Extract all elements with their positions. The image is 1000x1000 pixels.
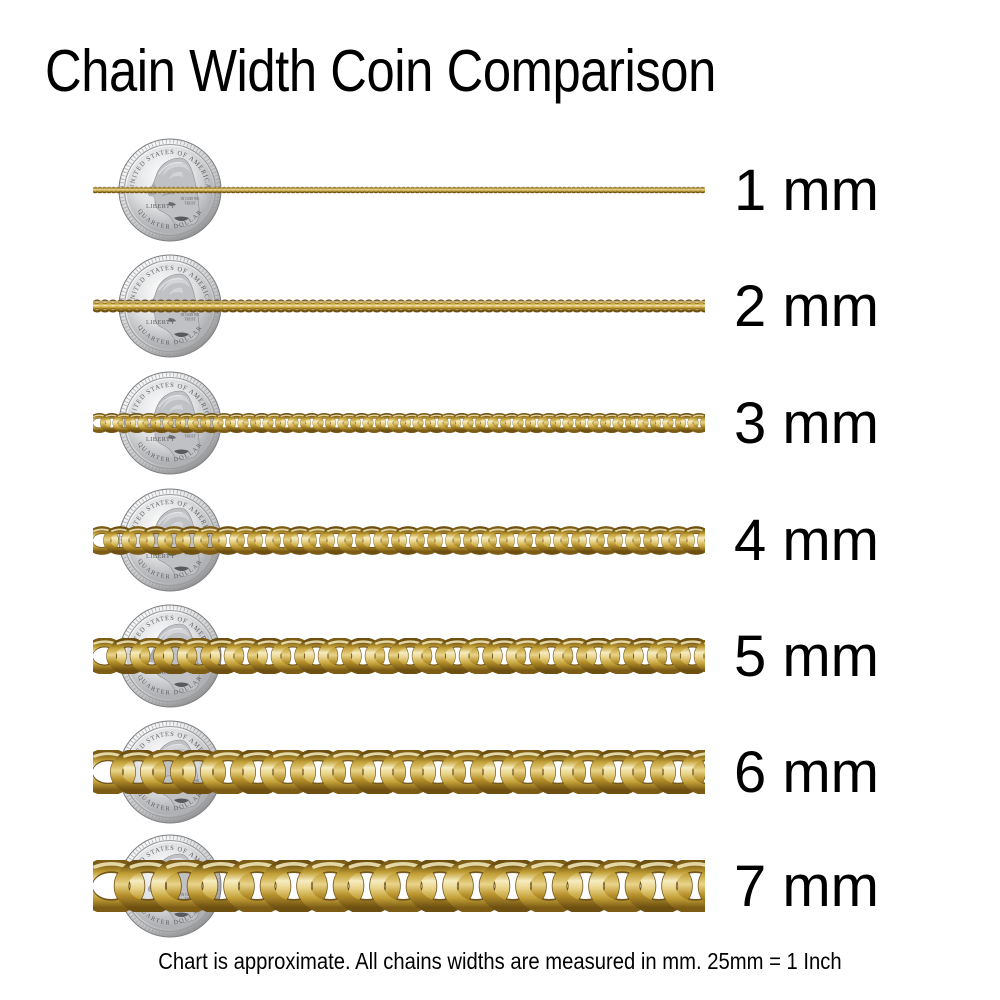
chain-width-label-7mm: 7 mm <box>734 853 879 919</box>
chain-row-4mm: UNITED STATES OF AMERICA QUARTER DOLLAR … <box>0 482 1000 598</box>
chain-sample-2mm <box>93 248 705 364</box>
footer-note: Chart is approximate. All chains widths … <box>158 948 842 974</box>
chain-sample-3mm <box>93 365 705 481</box>
chain-width-label-5mm: 5 mm <box>734 623 879 689</box>
quarter-coin-icon: UNITED STATES OF AMERICA QUARTER DOLLAR … <box>118 138 222 242</box>
coin-legend-liberty: LIBERTY <box>146 553 175 560</box>
coin-legend-liberty: LIBERTY <box>146 436 175 443</box>
chain-width-label-1mm: 1 mm <box>734 157 879 223</box>
chain-sample-4mm <box>93 482 705 598</box>
chain-row-1mm: UNITED STATES OF AMERICA QUARTER DOLLAR … <box>0 132 1000 248</box>
chain-sample-6mm <box>93 714 705 830</box>
chain-sample-7mm <box>93 828 705 944</box>
coin-legend-motto-2: TRUST <box>184 201 196 205</box>
chain-row-5mm: UNITED STATES OF AMERICA QUARTER DOLLAR … <box>0 598 1000 714</box>
chain-sample-1mm <box>93 132 705 248</box>
page-title: Chain Width Coin Comparison <box>45 38 716 104</box>
coin-legend-liberty: LIBERTY <box>146 203 175 210</box>
chain-row-7mm: UNITED STATES OF AMERICA QUARTER DOLLAR … <box>0 828 1000 944</box>
chain-sample-5mm <box>93 598 705 714</box>
chain-width-label-6mm: 6 mm <box>734 739 879 805</box>
chain-width-label-2mm: 2 mm <box>734 273 879 339</box>
coin-legend-motto-1: IN GOD WE <box>181 197 201 201</box>
chain-width-label-4mm: 4 mm <box>734 507 879 573</box>
chain-row-3mm: UNITED STATES OF AMERICA QUARTER DOLLAR … <box>0 365 1000 481</box>
coin-legend-motto-2: TRUST <box>184 317 196 321</box>
coin-legend-liberty: LIBERTY <box>146 319 175 326</box>
chain-row-6mm: UNITED STATES OF AMERICA QUARTER DOLLAR … <box>0 714 1000 830</box>
coin-legend-motto-2: TRUST <box>184 434 196 438</box>
coin-legend-motto-1: IN GOD WE <box>181 313 201 317</box>
chain-width-label-3mm: 3 mm <box>734 390 879 456</box>
chain-row-2mm: UNITED STATES OF AMERICA QUARTER DOLLAR … <box>0 248 1000 364</box>
